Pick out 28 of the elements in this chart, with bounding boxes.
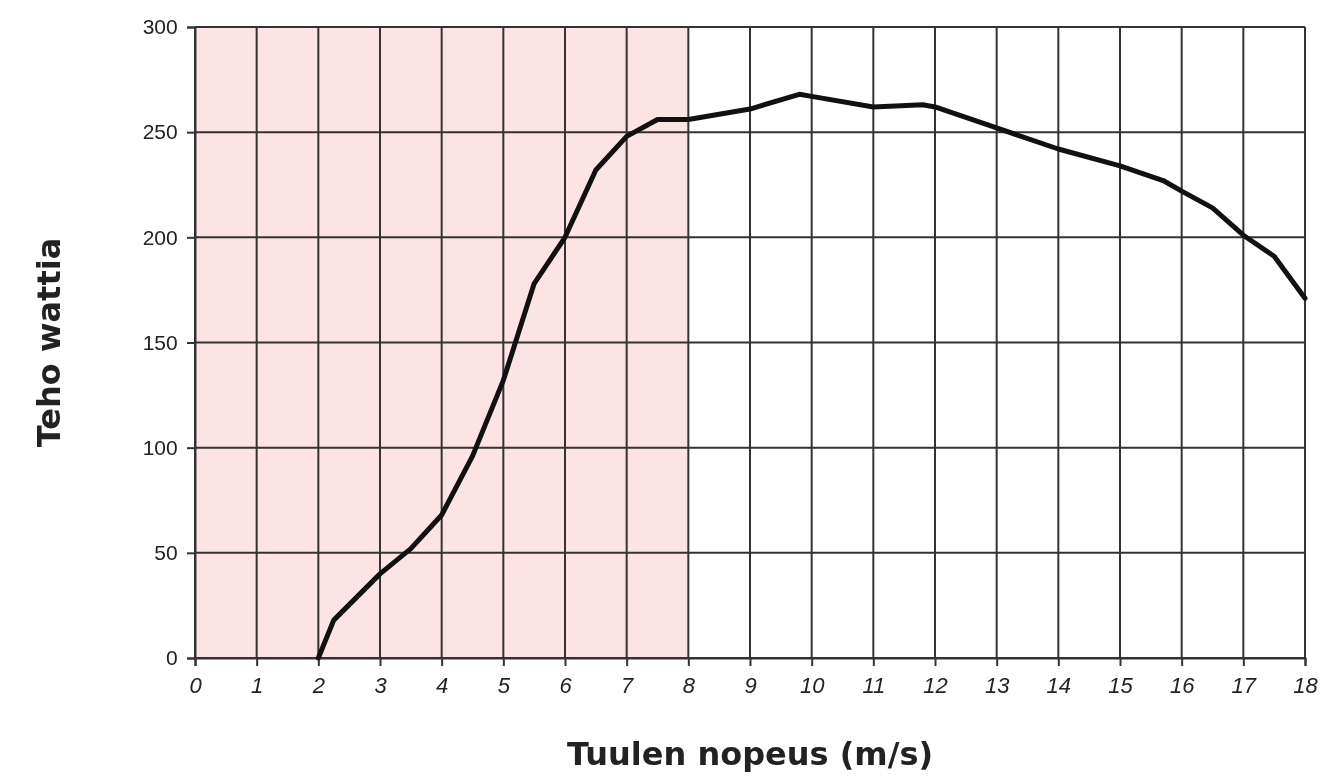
x-tick-label: 5 [497, 673, 511, 699]
y-tick-label: 50 [154, 541, 178, 565]
x-tick-label: 18 [1293, 673, 1319, 699]
x-tick-label: 8 [682, 673, 696, 699]
x-tick-label: 3 [374, 673, 388, 699]
y-tick-label: 250 [142, 120, 178, 144]
x-tick-label: 13 [984, 673, 1011, 699]
x-tick-label: 4 [436, 673, 449, 699]
x-tick-label: 9 [744, 673, 757, 699]
x-tick-label: 11 [862, 673, 886, 699]
y-tick-label: 200 [142, 225, 178, 249]
y-tick-label: 300 [142, 15, 178, 39]
x-tick-label: 12 [923, 673, 948, 699]
x-tick-label: 6 [559, 673, 573, 699]
x-tick-label: 2 [311, 673, 325, 699]
x-tick-label: 7 [621, 673, 635, 699]
x-tick-label: 0 [189, 673, 203, 699]
y-tick-label: 0 [166, 646, 178, 670]
x-tick-label: 17 [1231, 673, 1257, 699]
x-tick-label: 10 [799, 673, 826, 699]
y-tick-label: 150 [142, 330, 178, 354]
x-axis-title: Tuulen nopeus (m/s) [566, 735, 934, 773]
x-tick-label: 16 [1169, 673, 1196, 699]
x-tick-label: 1 [251, 673, 264, 699]
y-tick-label: 100 [142, 435, 178, 459]
x-tick-label: 15 [1108, 673, 1134, 699]
y-axis-title: Teho wattia [30, 237, 68, 448]
x-tick-label: 14 [1046, 673, 1072, 699]
